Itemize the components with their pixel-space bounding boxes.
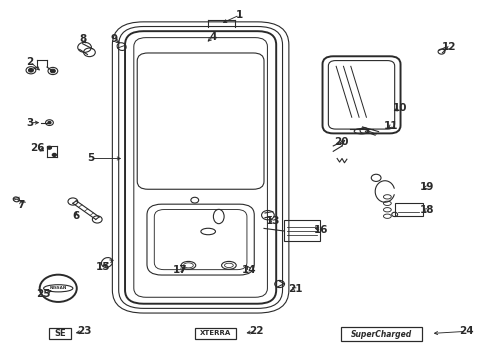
Text: XTERRA: XTERRA	[200, 330, 231, 337]
Circle shape	[52, 153, 56, 156]
FancyArrowPatch shape	[110, 260, 113, 262]
Text: 22: 22	[249, 326, 264, 336]
Text: 5: 5	[87, 153, 94, 163]
Text: 21: 21	[288, 284, 303, 294]
Text: 13: 13	[265, 216, 280, 226]
Circle shape	[47, 146, 51, 149]
Text: 7: 7	[18, 200, 25, 210]
Text: 16: 16	[314, 225, 328, 235]
Text: 9: 9	[110, 35, 117, 44]
Text: SuperCharged: SuperCharged	[350, 330, 411, 339]
Circle shape	[48, 122, 51, 124]
Text: NISSAN: NISSAN	[49, 285, 67, 289]
Text: 3: 3	[26, 118, 34, 128]
Text: 15: 15	[96, 262, 110, 272]
Text: 26: 26	[30, 143, 44, 153]
Text: SE: SE	[55, 329, 66, 338]
Text: 2: 2	[26, 57, 34, 67]
Text: 19: 19	[419, 182, 434, 192]
Circle shape	[50, 69, 55, 73]
Text: 18: 18	[419, 206, 434, 216]
Text: 11: 11	[383, 121, 397, 131]
Text: 6: 6	[73, 211, 80, 221]
Text: 12: 12	[441, 42, 456, 52]
Circle shape	[28, 68, 33, 72]
Text: 4: 4	[209, 32, 216, 41]
Text: 14: 14	[242, 265, 256, 275]
Text: 17: 17	[172, 265, 187, 275]
Text: 25: 25	[36, 289, 51, 299]
Text: 24: 24	[458, 326, 473, 336]
Text: 1: 1	[236, 10, 243, 20]
Text: 8: 8	[79, 35, 86, 44]
Text: 10: 10	[392, 103, 407, 113]
Text: 23: 23	[77, 326, 92, 336]
Text: 20: 20	[333, 138, 347, 147]
